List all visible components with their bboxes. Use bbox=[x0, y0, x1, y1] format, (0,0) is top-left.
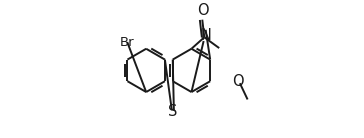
Text: O: O bbox=[197, 3, 209, 18]
Text: O: O bbox=[232, 74, 243, 89]
Text: N: N bbox=[201, 28, 212, 43]
Text: S: S bbox=[168, 104, 177, 119]
Text: Br: Br bbox=[120, 36, 134, 49]
